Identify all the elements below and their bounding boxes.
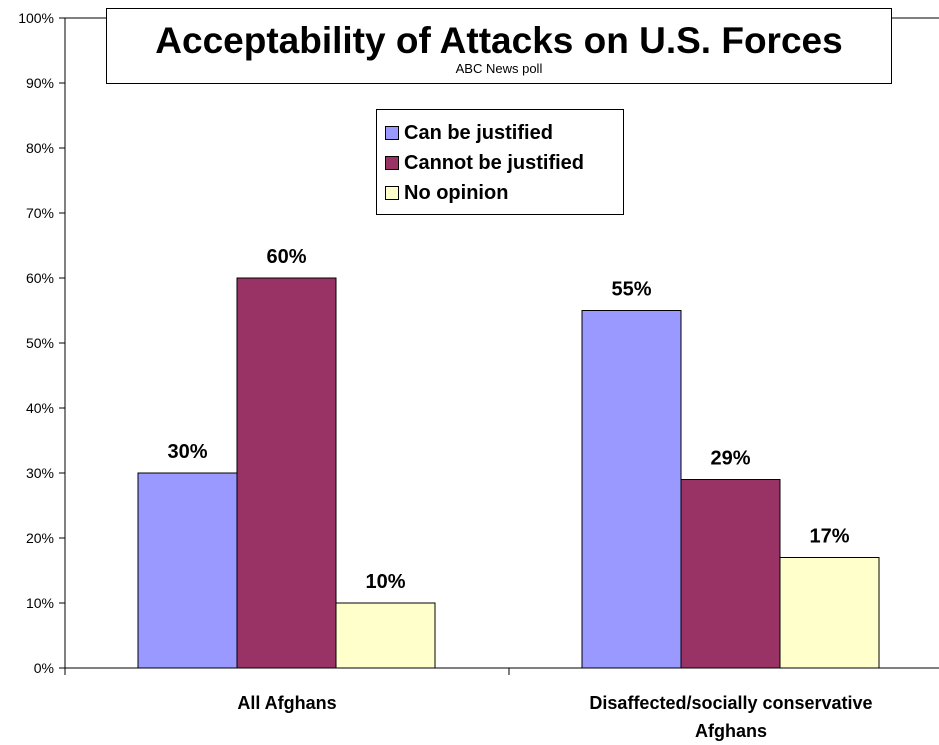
title-box: Acceptability of Attacks on U.S. Forces … — [106, 8, 892, 84]
category-label: Disaffected/socially conservative — [589, 693, 872, 713]
y-tick-label: 10% — [26, 595, 54, 611]
legend-swatch — [385, 186, 399, 200]
data-label: 10% — [365, 571, 405, 593]
y-tick-label: 80% — [26, 140, 54, 156]
bar-can-be-justified — [582, 311, 681, 669]
bar-no-opinion — [336, 603, 435, 668]
chart-subtitle: ABC News poll — [107, 61, 891, 77]
bar-cannot-be-justified — [237, 278, 336, 668]
y-tick-label: 20% — [26, 530, 54, 546]
legend-item-cannot-be-justified: Cannot be justified — [385, 148, 617, 178]
legend-label: Cannot be justified — [404, 152, 584, 175]
y-tick-label: 40% — [26, 400, 54, 416]
bar-can-be-justified — [138, 473, 237, 668]
chart-title: Acceptability of Attacks on U.S. Forces — [107, 21, 891, 61]
legend: Can be justified Cannot be justified No … — [376, 109, 624, 215]
y-tick-label: 70% — [26, 205, 54, 221]
legend-swatch — [385, 126, 399, 140]
data-label: 17% — [809, 526, 849, 548]
y-tick-label: 0% — [34, 660, 54, 676]
bar-no-opinion — [780, 558, 879, 669]
data-label: 29% — [710, 448, 750, 470]
y-tick-label: 50% — [26, 335, 54, 351]
legend-swatch — [385, 156, 399, 170]
data-label: 60% — [266, 246, 306, 268]
category-label: Afghans — [695, 721, 767, 741]
data-label: 30% — [167, 441, 207, 463]
bar-cannot-be-justified — [681, 480, 780, 669]
y-tick-label: 100% — [18, 10, 54, 26]
legend-label: No opinion — [404, 182, 508, 205]
legend-label: Can be justified — [404, 122, 553, 145]
y-tick-label: 90% — [26, 75, 54, 91]
y-tick-label: 60% — [26, 270, 54, 286]
category-label: All Afghans — [237, 693, 336, 713]
bars — [138, 278, 879, 668]
y-tick-label: 30% — [26, 465, 54, 481]
legend-item-can-be-justified: Can be justified — [385, 118, 617, 148]
data-label: 55% — [611, 279, 651, 301]
legend-item-no-opinion: No opinion — [385, 178, 617, 208]
